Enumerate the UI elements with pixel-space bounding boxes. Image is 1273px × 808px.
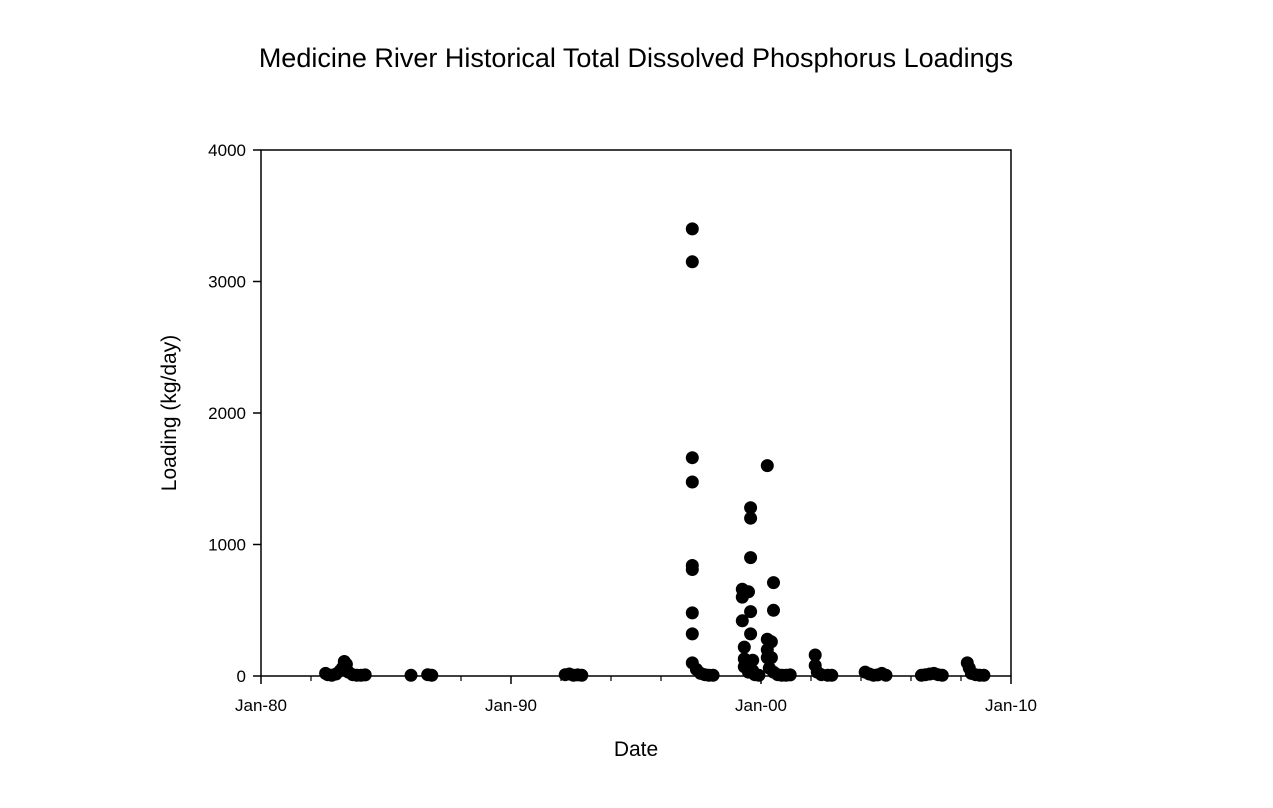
data-point xyxy=(685,563,699,576)
y-tick-label: 4000 xyxy=(208,141,246,160)
data-point xyxy=(735,614,749,628)
y-tick-label: 2000 xyxy=(208,404,246,423)
data-point xyxy=(685,606,699,620)
data-point xyxy=(742,585,755,599)
data-point xyxy=(760,459,774,473)
data-point xyxy=(685,255,699,269)
y-axis-ticks: 0 1000 2000 3000 4000 xyxy=(208,141,261,686)
data-point xyxy=(746,653,760,667)
data-point xyxy=(744,551,758,565)
data-point xyxy=(358,668,372,682)
data-point xyxy=(783,668,797,682)
x-tick-label: Jan-00 xyxy=(735,696,787,715)
data-point xyxy=(685,222,699,236)
data-point xyxy=(744,501,758,515)
data-point xyxy=(737,640,751,654)
data-point xyxy=(764,651,778,665)
x-tick-label: Jan-90 xyxy=(485,696,537,715)
y-axis-label: Loading (kg/day) xyxy=(158,335,181,491)
plot-area-frame xyxy=(260,149,1012,677)
y-tick-label: 3000 xyxy=(208,273,246,292)
data-point xyxy=(685,627,699,641)
chart-title: Medicine River Historical Total Dissolve… xyxy=(259,43,1013,73)
x-axis-label: Date xyxy=(614,738,658,761)
data-point xyxy=(744,605,758,619)
data-point xyxy=(744,627,758,641)
data-point xyxy=(685,475,699,489)
y-tick-label: 0 xyxy=(237,667,246,686)
data-point xyxy=(808,648,822,662)
data-point xyxy=(685,451,699,465)
data-point xyxy=(767,576,780,590)
x-tick-label: Jan-80 xyxy=(235,696,287,715)
data-point xyxy=(744,511,758,525)
x-axis-ticks: Jan-80 Jan-90 Jan-00 Jan-10 xyxy=(235,676,1037,715)
data-point xyxy=(764,635,778,649)
data-points xyxy=(319,222,991,682)
data-point xyxy=(767,603,780,617)
y-tick-label: 1000 xyxy=(208,536,246,555)
x-tick-label: Jan-10 xyxy=(985,696,1037,715)
